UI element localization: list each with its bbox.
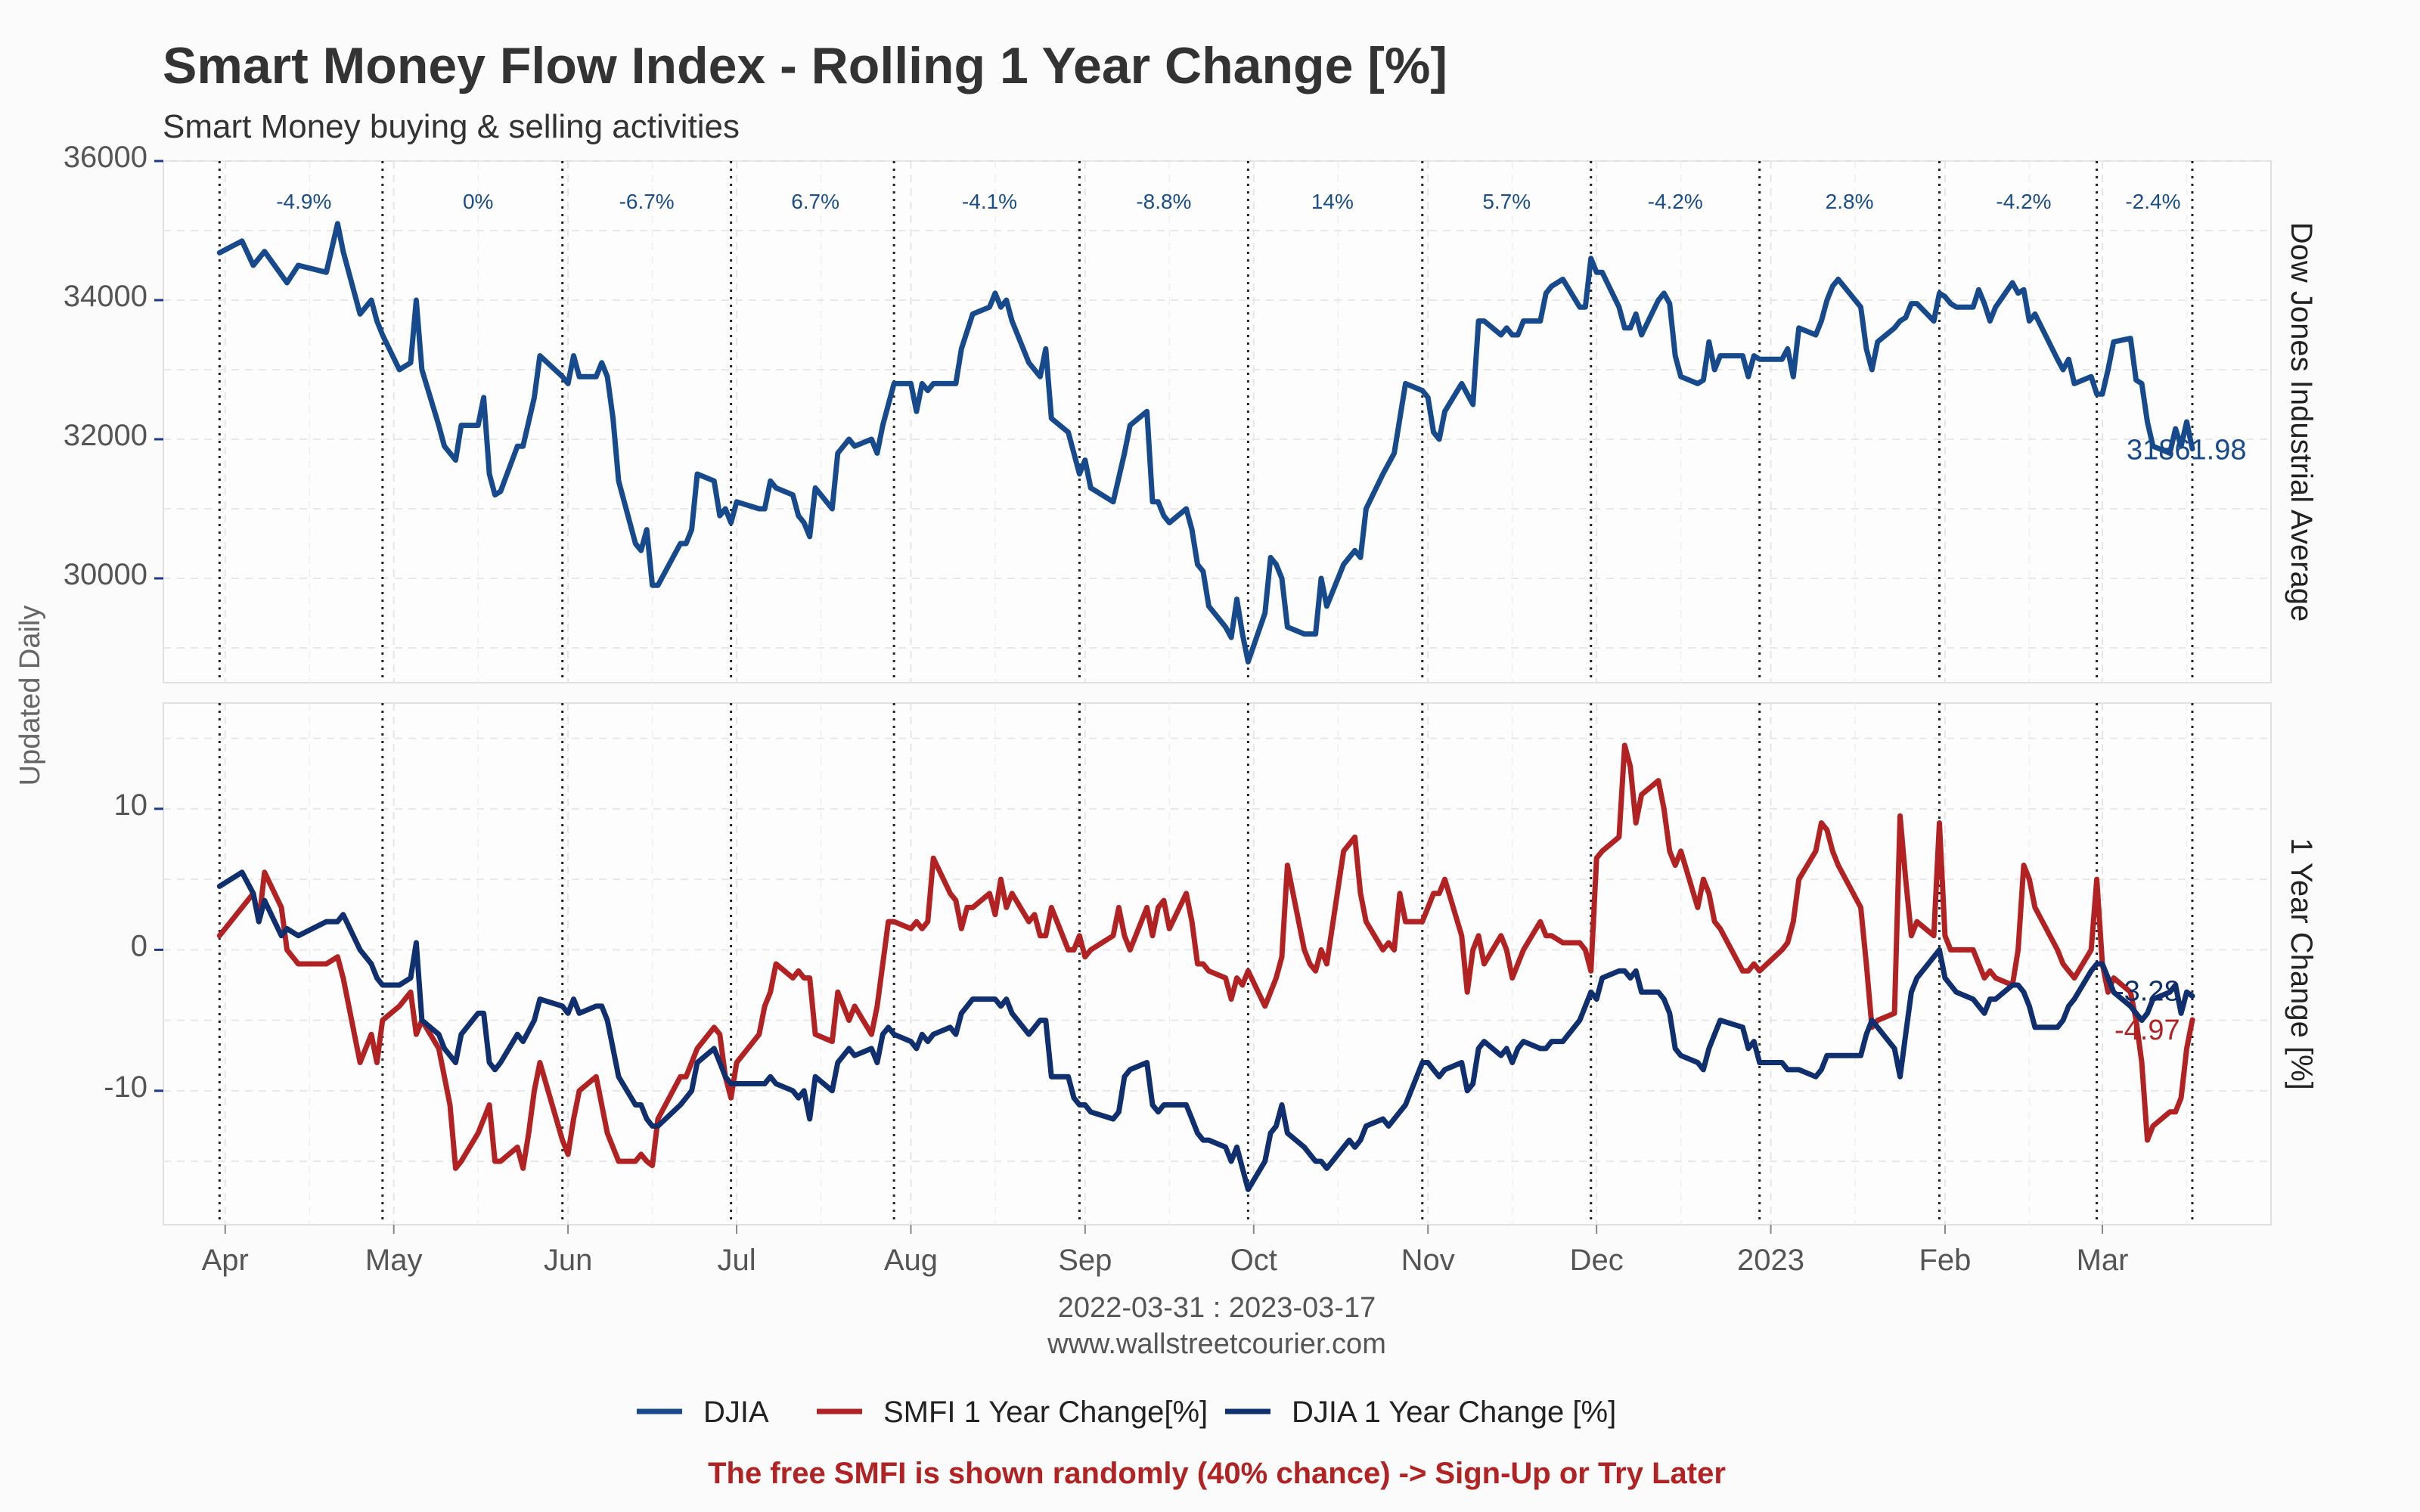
top-panel-frame <box>163 160 2272 683</box>
legend-label-smfi: SMFI 1 Year Change[%] <box>883 1396 1208 1429</box>
series-lines <box>216 221 2195 1192</box>
last-value-labels: 31861.98 -3.28 -4.97 <box>2114 435 2247 1046</box>
monthly-change-label: -8.8% <box>1136 190 1191 213</box>
legend-label-djia-change: DJIA 1 Year Change [%] <box>1292 1396 1616 1429</box>
x-tick-label: Jun <box>544 1244 593 1277</box>
top-panel-strip-label: Dow Jones Industrial Average <box>2285 222 2318 621</box>
y-axis-label: Updated Daily <box>14 606 46 786</box>
monthly-change-label: 5.7% <box>1482 190 1531 213</box>
monthly-change-label: -6.7% <box>619 190 675 213</box>
x-tick-labels: Apr May Jun Jul Aug Sep Oct Nov Dec 2023 Feb Mar <box>202 1225 2129 1277</box>
monthly-change-label: 14% <box>1311 190 1354 213</box>
x-tick-label: Mar <box>2077 1244 2129 1277</box>
djia-change-last-value: -3.28 <box>2114 976 2180 1008</box>
legend-label-djia: DJIA <box>703 1396 769 1429</box>
x-tick-label: May <box>365 1244 423 1277</box>
source-caption: www.wallstreetcourier.com <box>1047 1328 1386 1360</box>
chart-subtitle: Smart Money buying & selling activities <box>163 108 740 145</box>
y-tick-labels: 30000 32000 34000 36000 -10 0 10 <box>64 141 163 1104</box>
smfi-change-last-value: -4.97 <box>2114 1015 2180 1046</box>
monthly-change-label: 6.7% <box>791 190 839 213</box>
monthly-change-label: 2.8% <box>1826 190 1874 213</box>
x-tick-label: Dec <box>1570 1244 1624 1277</box>
monthly-change-labels: -4.9% 0% -6.7% 6.7% -4.1% -8.8% 14% 5.7% -4.2% 2.… <box>276 190 2180 213</box>
monthly-change-label: -4.9% <box>276 190 331 213</box>
smfi-change-line <box>216 742 2195 1171</box>
x-tick-label: 2023 <box>1737 1244 1804 1277</box>
monthly-change-label: -4.2% <box>1996 190 2051 213</box>
x-tick-label: Jul <box>717 1244 755 1277</box>
monthly-change-label: -4.1% <box>962 190 1017 213</box>
top-y-tick-label: 36000 <box>64 141 147 174</box>
x-tick-label: Apr <box>202 1244 249 1277</box>
x-tick-label: Nov <box>1401 1244 1455 1277</box>
djia-last-value: 31861.98 <box>2127 435 2247 466</box>
monthly-change-label: -4.2% <box>1648 190 1703 213</box>
x-tick-label: Feb <box>1919 1244 1971 1277</box>
chart-title: Smart Money Flow Index - Rolling 1 Year … <box>163 37 1447 94</box>
top-y-tick-label: 32000 <box>64 419 147 452</box>
top-y-tick-label: 30000 <box>64 558 147 591</box>
x-tick-label: Sep <box>1058 1244 1112 1277</box>
monthly-change-label: 0% <box>463 190 493 213</box>
bottom-y-tick-label: 10 <box>114 789 148 822</box>
monthly-change-label: -2.4% <box>2125 190 2180 213</box>
date-range-caption: 2022-03-31 : 2023-03-17 <box>1058 1292 1376 1324</box>
grid-layer <box>163 160 2271 1225</box>
bottom-y-tick-label: 0 <box>131 929 147 962</box>
legend: DJIA SMFI 1 Year Change[%] DJIA 1 Year C… <box>637 1396 1616 1429</box>
djia-change-line <box>216 869 2195 1192</box>
djia-line <box>216 221 2195 665</box>
top-y-tick-label: 34000 <box>64 280 147 313</box>
bottom-panel-frame <box>163 702 2272 1225</box>
x-tick-label: Aug <box>884 1244 938 1277</box>
bottom-y-tick-label: -10 <box>104 1070 147 1104</box>
bottom-panel-strip-label: 1 Year Change [%] <box>2285 838 2318 1090</box>
x-tick-label: Oct <box>1230 1244 1277 1277</box>
signup-notice: The free SMFI is shown randomly (40% cha… <box>708 1457 1726 1490</box>
